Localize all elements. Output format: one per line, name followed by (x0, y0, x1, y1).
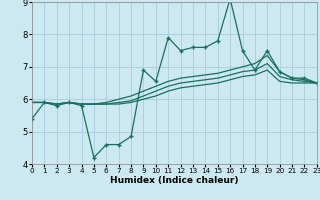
X-axis label: Humidex (Indice chaleur): Humidex (Indice chaleur) (110, 176, 239, 185)
